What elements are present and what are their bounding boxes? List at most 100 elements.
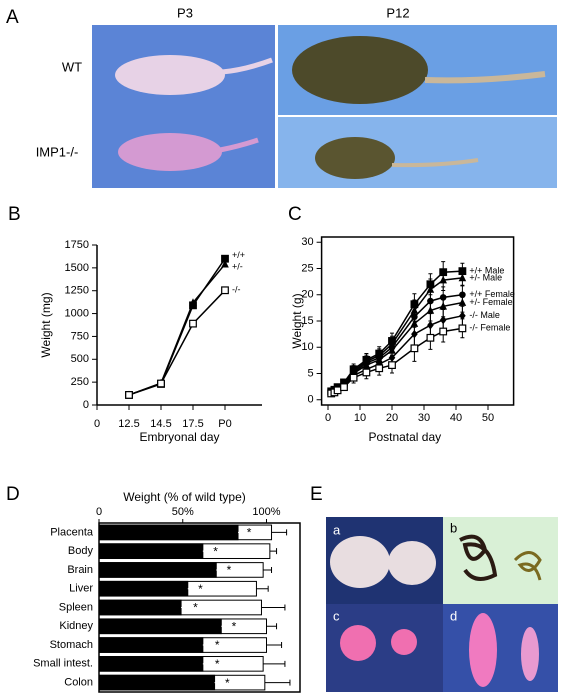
mouse (292, 36, 428, 104)
marker (439, 302, 447, 310)
y-tick-label: 750 (71, 330, 89, 342)
marker (362, 368, 371, 377)
y-tick-label: 500 (71, 353, 89, 365)
y-tick-label: 15 (301, 315, 313, 327)
y-tick-label: 5 (307, 367, 313, 379)
x-tick-label: 30 (418, 412, 430, 424)
marker (459, 311, 466, 321)
y-tick-label: 20 (301, 289, 313, 301)
significance-mark: * (215, 638, 220, 652)
error-bar (221, 623, 231, 630)
pup (118, 133, 222, 171)
marker (439, 327, 448, 336)
error-bar (238, 529, 246, 536)
series-line (128, 263, 226, 396)
y-tick-label: 1750 (65, 239, 89, 251)
x-axis-label: Embryonal day (139, 430, 219, 444)
tail (424, 71, 546, 84)
category-label: Small intest. (33, 658, 93, 670)
marker (388, 361, 396, 369)
series-label: +/+ Male (469, 266, 504, 276)
series-label: -/- Female (469, 323, 510, 333)
error-bar (202, 660, 214, 667)
x-tick-label: 0 (94, 418, 100, 430)
error-bar (202, 642, 214, 649)
error-bar (263, 660, 286, 667)
bar (98, 580, 189, 597)
pup (115, 55, 225, 95)
marker (375, 364, 384, 373)
marker (411, 329, 418, 339)
photo-background (443, 604, 558, 692)
organ (388, 541, 436, 585)
error-bar (202, 548, 212, 555)
marker (439, 275, 447, 284)
y-tick-label: 25 (301, 262, 313, 274)
bar (98, 599, 182, 616)
organ (391, 629, 417, 655)
error-bar (181, 604, 192, 611)
x-tick-label: 0 (325, 412, 331, 424)
column-label: P3 (177, 5, 193, 20)
photo-label: a (333, 522, 341, 537)
category-label: Brain (67, 564, 93, 576)
significance-mark: * (247, 526, 252, 540)
y-axis-label: Weight (g) (290, 293, 304, 348)
marker (458, 324, 467, 333)
marker (458, 273, 467, 282)
y-tick-label: 1250 (65, 285, 89, 297)
marker (427, 320, 434, 330)
panel-label: A (6, 7, 19, 28)
organ (469, 613, 497, 687)
bar (98, 562, 217, 578)
series-label: +/- (232, 262, 243, 272)
mouse (315, 137, 395, 179)
bar (98, 637, 204, 653)
x-tick-label: P0 (218, 418, 231, 430)
tail (221, 57, 273, 75)
marker (333, 386, 342, 395)
series-line (128, 289, 226, 396)
significance-mark: * (193, 601, 198, 615)
marker (458, 298, 467, 306)
x-tick-label: 50 (482, 412, 494, 424)
marker (189, 298, 197, 306)
bar (98, 543, 204, 559)
category-label: Liver (69, 583, 93, 595)
photo-label: c (333, 608, 340, 623)
x-tick-label: 40 (450, 412, 462, 424)
y-tick-label: 0 (307, 394, 313, 406)
y-axis-label: Weight (mg) (39, 292, 53, 357)
bar (98, 674, 216, 691)
bar (98, 656, 204, 672)
x-tick-label: 100% (252, 506, 280, 518)
series-label: -/- Male (469, 310, 500, 320)
panel-label: E (310, 484, 323, 505)
y-tick-label: 30 (301, 236, 313, 248)
significance-mark: * (227, 563, 232, 577)
organ (513, 551, 542, 581)
error-bar (187, 585, 197, 592)
y-tick-label: 1500 (65, 262, 89, 274)
x-tick-label: 12.5 (118, 418, 139, 430)
panel-label: B (8, 204, 21, 225)
significance-mark: * (213, 544, 218, 558)
marker (410, 344, 419, 353)
organ (521, 627, 539, 681)
marker (426, 333, 435, 342)
error-bar (269, 548, 278, 555)
error-bar (271, 529, 288, 536)
y-tick-label: 250 (71, 376, 89, 388)
marker (221, 259, 229, 268)
series-label: +/+ (232, 250, 245, 260)
error-bar (261, 604, 286, 611)
organ (459, 534, 498, 581)
organ (330, 536, 390, 588)
error-bar (264, 679, 291, 686)
panel-label: D (6, 484, 20, 505)
significance-mark: * (198, 582, 203, 596)
photo-label: b (450, 520, 457, 535)
error-bar (216, 566, 226, 573)
bar (98, 524, 239, 541)
category-label: Kidney (59, 620, 93, 632)
